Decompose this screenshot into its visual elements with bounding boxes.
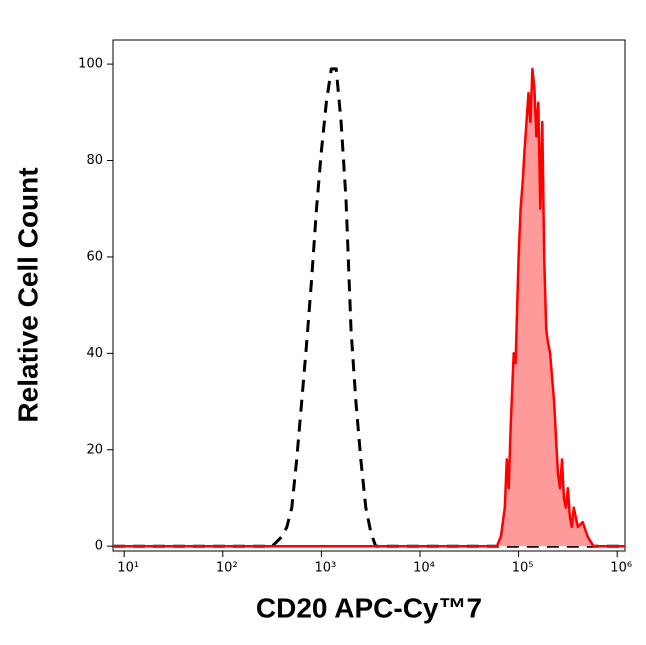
- x-axis-label: CD20 APC-Cy™7: [256, 592, 482, 623]
- x-tick-label: 10⁵: [512, 561, 534, 576]
- y-axis-label: Relative Cell Count: [12, 167, 43, 422]
- histogram-line: [113, 67, 625, 548]
- y-tick-label: 100: [78, 57, 103, 72]
- x-tick-label: 10⁴: [413, 561, 435, 576]
- y-tick-label: 0: [95, 539, 103, 554]
- histogram-area: [113, 68, 625, 547]
- histogram-line: [113, 67, 625, 548]
- x-tick-label: 10⁶: [610, 561, 632, 576]
- y-tick-label: 40: [86, 346, 103, 361]
- y-tick-label: 60: [86, 249, 103, 264]
- y-tick-label: 20: [86, 442, 103, 457]
- x-tick-label: 10³: [315, 561, 337, 576]
- y-tick-label: 80: [86, 153, 103, 168]
- plot-frame: [112, 39, 626, 552]
- x-tick-label: 10²: [216, 561, 238, 576]
- x-tick-label: 10¹: [117, 561, 139, 576]
